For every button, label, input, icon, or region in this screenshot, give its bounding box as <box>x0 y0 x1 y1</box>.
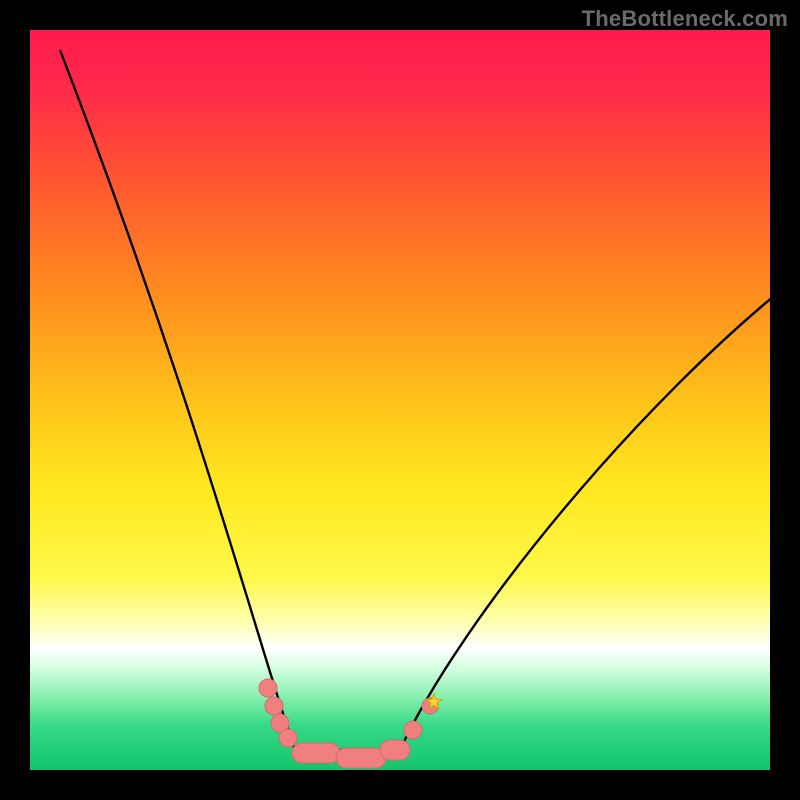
data-dot <box>265 697 283 715</box>
data-pill <box>336 748 386 768</box>
data-pill <box>292 743 340 763</box>
chart-curves-layer <box>30 30 770 770</box>
plot-area <box>30 30 770 770</box>
data-dot <box>279 729 297 747</box>
dots-layer <box>259 679 438 768</box>
curve-right <box>400 275 800 750</box>
data-dot <box>404 721 422 739</box>
data-dot <box>259 679 277 697</box>
stage: TheBottleneck.com <box>0 0 800 800</box>
data-pill <box>380 740 410 760</box>
curve-left <box>60 50 295 750</box>
watermark-text: TheBottleneck.com <box>582 6 788 32</box>
